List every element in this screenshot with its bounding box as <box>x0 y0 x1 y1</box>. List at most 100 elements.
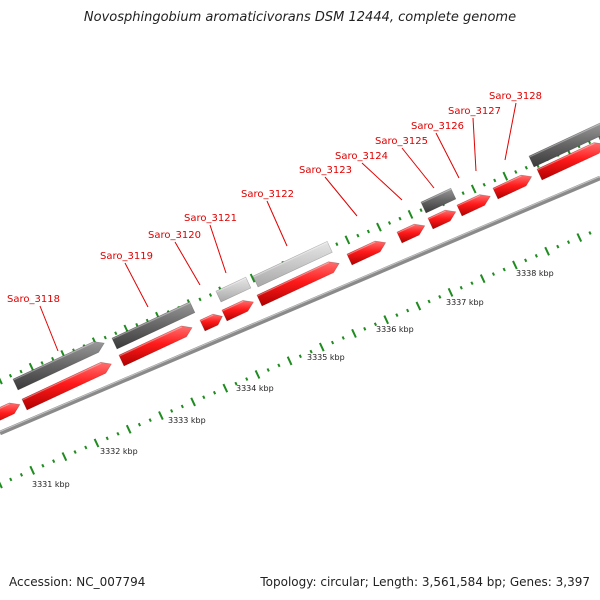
upper-tick-mark <box>19 369 23 374</box>
gene-label: Saro_3124 <box>335 151 388 162</box>
cds-arrow <box>427 209 457 230</box>
lower-tick-mark <box>588 231 592 235</box>
lower-tick-mark <box>116 431 120 436</box>
lower-tick-mark <box>512 260 518 270</box>
upper-tick-mark <box>407 209 414 219</box>
lower-tick-mark <box>277 363 281 368</box>
lower-tick-mark <box>544 246 550 256</box>
cds-arrow <box>536 142 600 181</box>
lower-tick-mark <box>395 313 399 318</box>
lower-tick-mark <box>73 450 77 454</box>
lower-tick-mark <box>415 301 422 311</box>
cds-arrow <box>492 174 533 200</box>
upper-tick-mark <box>366 229 371 234</box>
cds-arrow <box>346 240 387 266</box>
gene-leader-line <box>266 200 288 247</box>
cds-arrow <box>256 261 340 307</box>
upper-tick-mark <box>114 331 118 336</box>
lower-tick-mark <box>234 381 238 386</box>
gene-leader-line <box>472 117 477 172</box>
upper-tick-mark <box>344 235 351 245</box>
upper-tick-mark <box>40 361 44 365</box>
lower-tick-mark <box>52 459 56 464</box>
lower-tick-mark <box>125 424 132 434</box>
lower-tick-mark <box>363 326 367 331</box>
gene-feature-block <box>252 241 333 288</box>
gene-label: Saro_3127 <box>448 106 501 117</box>
gene-label: Saro_3125 <box>375 136 428 147</box>
gene-label: Saro_3122 <box>241 189 294 200</box>
lower-tick-mark <box>351 328 357 338</box>
gene-feature-block-highlight <box>253 241 328 278</box>
cds-arrow-highlight <box>0 403 10 409</box>
lower-tick-mark <box>222 383 229 393</box>
lower-tick-mark <box>427 299 431 304</box>
upper-tick-mark <box>482 182 486 187</box>
gene-leader-line <box>174 241 201 286</box>
lower-tick-mark <box>170 409 174 413</box>
lower-tick-mark <box>105 436 109 441</box>
gene-leader-line <box>124 262 149 308</box>
cds-arrow-highlight <box>257 262 330 297</box>
upper-tick-mark <box>387 221 392 225</box>
lower-tick-mark <box>84 445 88 450</box>
upper-tick-mark <box>419 208 423 213</box>
cds-arrow-highlight <box>119 326 183 357</box>
gene-label: Saro_3120 <box>148 230 201 241</box>
upper-tick-mark <box>135 322 139 327</box>
gene-leader-line <box>324 176 358 217</box>
upper-tick-mark <box>335 242 339 247</box>
lower-tick-mark <box>266 368 270 372</box>
kbp-coordinate-label: 3335 kbp <box>307 353 345 362</box>
upper-tick-mark <box>376 222 382 232</box>
gene-label: Saro_3118 <box>7 294 60 305</box>
lower-tick-mark <box>180 404 184 409</box>
gene-leader-line <box>39 305 59 352</box>
lower-tick-mark <box>534 253 538 258</box>
lower-tick-mark <box>406 308 410 313</box>
gene-feature-block-highlight <box>13 341 95 381</box>
lower-tick-mark <box>148 418 152 423</box>
upper-tick-mark <box>502 171 509 181</box>
lower-tick-mark <box>438 294 442 299</box>
gene-feature-block <box>215 276 252 303</box>
lower-tick-mark <box>61 452 68 462</box>
lower-tick-mark <box>202 395 206 400</box>
cds-arrow <box>396 223 426 244</box>
lower-tick-mark <box>383 315 390 325</box>
cds-arrow <box>456 194 491 217</box>
gene-label: Saro_3126 <box>411 121 464 132</box>
upper-tick-mark <box>398 216 402 221</box>
gene-feature-block-highlight <box>529 123 600 158</box>
upper-tick-mark <box>470 184 477 194</box>
cds-arrow <box>221 300 254 322</box>
upper-tick-mark <box>51 356 55 361</box>
lower-tick-mark <box>41 463 45 468</box>
lower-tick-mark <box>502 267 506 272</box>
upper-tick-mark <box>249 273 256 283</box>
lower-tick-mark <box>341 336 345 340</box>
gene-feature-block-highlight <box>216 277 247 293</box>
lower-tick-mark <box>556 244 560 249</box>
gene-leader-line <box>209 224 227 274</box>
lower-tick-mark <box>447 287 454 297</box>
upper-tick-mark <box>356 233 360 238</box>
upper-tick-mark <box>198 297 202 302</box>
lower-tick-mark <box>93 438 100 448</box>
lower-tick-mark <box>298 354 302 359</box>
gene-label: Saro_3119 <box>100 251 153 262</box>
genome-backbone-highlight <box>0 176 600 432</box>
cds-arrow-highlight <box>222 300 244 312</box>
cds-arrow-highlight <box>200 314 214 322</box>
lower-tick-mark <box>491 272 496 276</box>
cds-arrow-highlight <box>22 362 102 401</box>
cds-arrow <box>21 361 112 411</box>
lower-tick-mark <box>318 342 325 352</box>
gene-label: Saro_3121 <box>184 213 237 224</box>
lower-tick-mark <box>576 233 583 243</box>
cds-arrow-highlight <box>457 194 481 207</box>
kbp-coordinate-label: 3338 kbp <box>516 269 554 278</box>
lower-tick-mark <box>29 465 36 475</box>
cds-arrow-highlight <box>347 241 376 256</box>
